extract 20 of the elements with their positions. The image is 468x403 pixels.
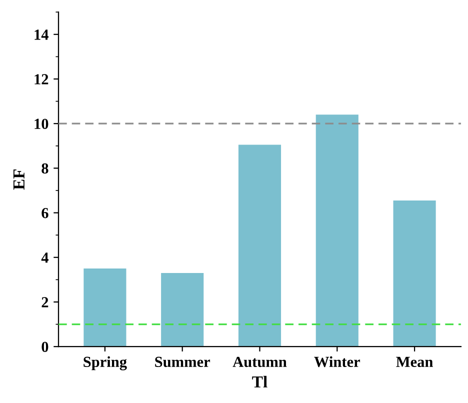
bar: [161, 272, 204, 347]
x-tick-label: Winter: [314, 356, 360, 368]
y-axis-title: EF: [13, 169, 24, 190]
y-tick-label: 0: [42, 342, 48, 352]
x-tick-label: Spring: [84, 356, 127, 370]
x-axis-title: Tl: [252, 376, 268, 388]
bar: [238, 144, 282, 347]
x-tick-label: Mean: [396, 356, 433, 368]
bar: [84, 268, 126, 347]
y-tick-label: 8: [42, 163, 48, 174]
y-tick-label: 6: [42, 208, 48, 218]
x-tick-label: Summer: [155, 356, 210, 368]
y-tick-label: 4: [41, 252, 48, 263]
y-tick-label: 14: [34, 30, 48, 40]
x-tick-label: Autumn: [232, 356, 287, 368]
bar: [316, 114, 358, 347]
y-tick-label: 10: [34, 118, 48, 130]
y-tick-label: 12: [34, 74, 48, 84]
y-tick-label: 2: [42, 297, 48, 308]
bar: [393, 200, 436, 347]
